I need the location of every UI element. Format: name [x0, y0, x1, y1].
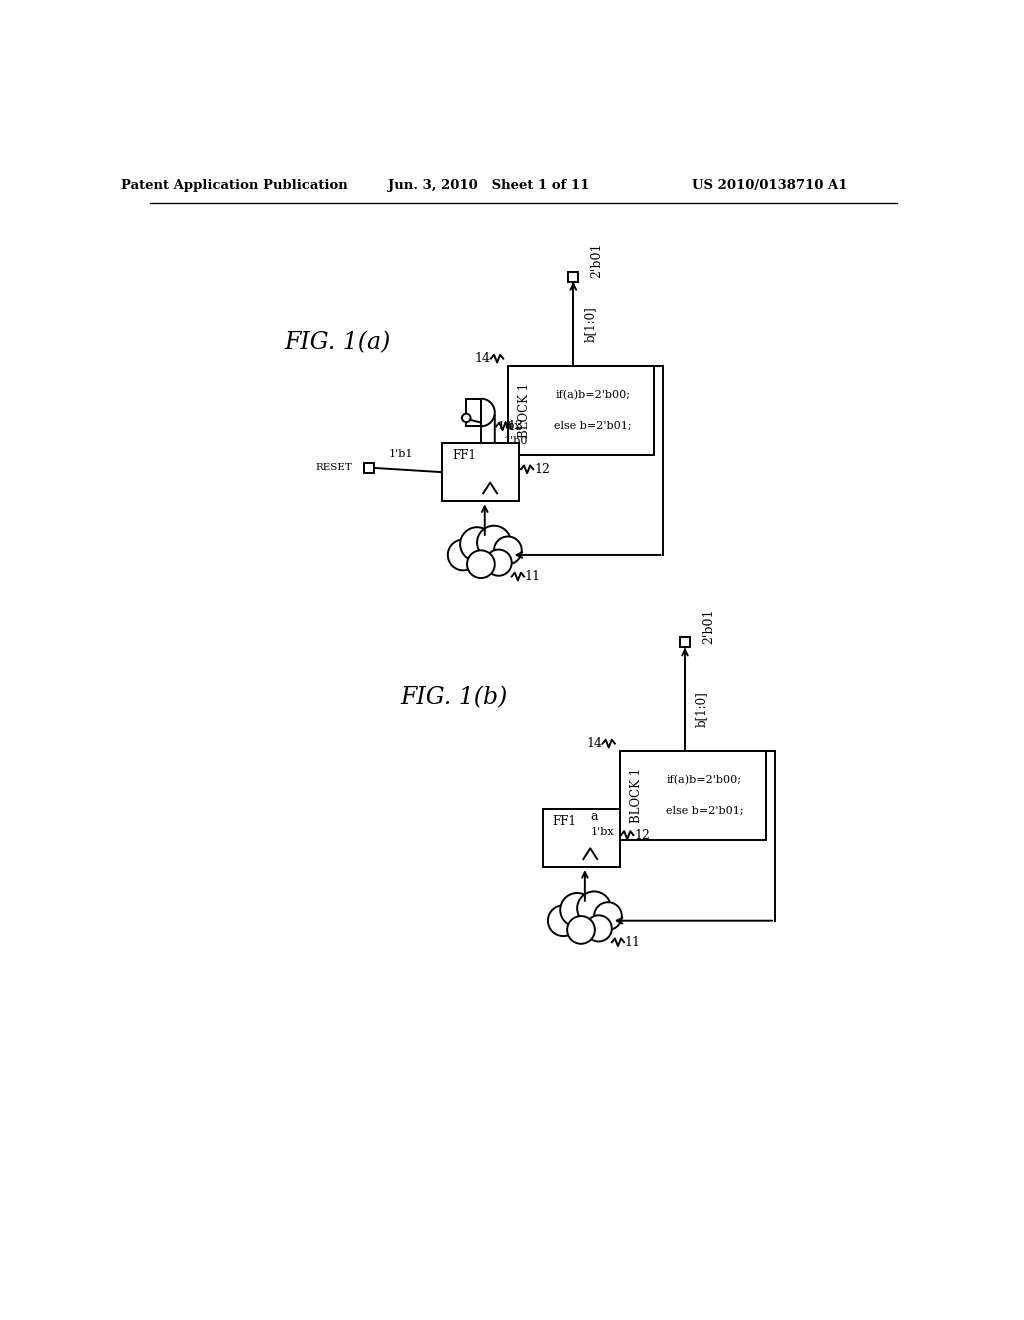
Circle shape — [494, 536, 521, 564]
Circle shape — [485, 549, 512, 576]
Circle shape — [462, 413, 470, 422]
Text: b[1:0]: b[1:0] — [695, 692, 708, 727]
Text: Jun. 3, 2010   Sheet 1 of 11: Jun. 3, 2010 Sheet 1 of 11 — [388, 178, 589, 191]
Text: FIG. 1(b): FIG. 1(b) — [400, 686, 508, 709]
Circle shape — [578, 891, 611, 925]
Text: US 2010/0138710 A1: US 2010/0138710 A1 — [692, 178, 848, 191]
Bar — [680, 638, 690, 647]
Circle shape — [467, 550, 495, 578]
Text: b[1:0]: b[1:0] — [584, 306, 596, 342]
Text: 14: 14 — [587, 737, 602, 750]
Text: FF1: FF1 — [553, 816, 577, 828]
Circle shape — [586, 915, 611, 941]
Circle shape — [594, 903, 622, 929]
Circle shape — [567, 916, 595, 944]
Text: 14: 14 — [475, 352, 490, 366]
Text: FIG. 1(a): FIG. 1(a) — [285, 331, 391, 355]
Text: 12: 12 — [535, 463, 551, 475]
Bar — [508, 367, 654, 455]
Text: else b=2'b01;: else b=2'b01; — [666, 805, 743, 816]
Bar — [620, 751, 766, 840]
Text: 1'bx: 1'bx — [590, 828, 613, 837]
Text: if(a)b=2'b00;: if(a)b=2'b00; — [555, 391, 630, 401]
Text: 2'b01: 2'b01 — [590, 243, 603, 277]
Text: BLOCK 1: BLOCK 1 — [518, 383, 530, 438]
Text: 13: 13 — [508, 420, 524, 433]
Text: 11: 11 — [625, 936, 641, 949]
Circle shape — [477, 525, 511, 560]
Text: RESET: RESET — [315, 463, 352, 473]
Text: a: a — [504, 420, 512, 433]
Text: 11: 11 — [524, 570, 541, 583]
Bar — [568, 272, 579, 281]
Bar — [365, 463, 374, 473]
Text: if(a)b=2'b00;: if(a)b=2'b00; — [667, 775, 741, 785]
Circle shape — [460, 527, 494, 561]
Text: 1'b1: 1'b1 — [388, 449, 413, 459]
Bar — [442, 444, 519, 502]
Circle shape — [447, 540, 478, 570]
Bar — [543, 809, 620, 867]
Circle shape — [548, 906, 579, 936]
Text: 12: 12 — [635, 829, 651, 842]
Text: FF1: FF1 — [453, 450, 476, 462]
Text: else b=2'b01;: else b=2'b01; — [554, 421, 632, 430]
Circle shape — [560, 894, 594, 927]
Text: BLOCK 1: BLOCK 1 — [630, 768, 642, 824]
Text: Patent Application Publication: Patent Application Publication — [121, 178, 348, 191]
Text: a: a — [590, 810, 598, 824]
Text: 1'bx: 1'bx — [498, 421, 521, 432]
Text: 2'b01: 2'b01 — [701, 609, 715, 644]
Text: 1'b0: 1'b0 — [504, 437, 528, 446]
